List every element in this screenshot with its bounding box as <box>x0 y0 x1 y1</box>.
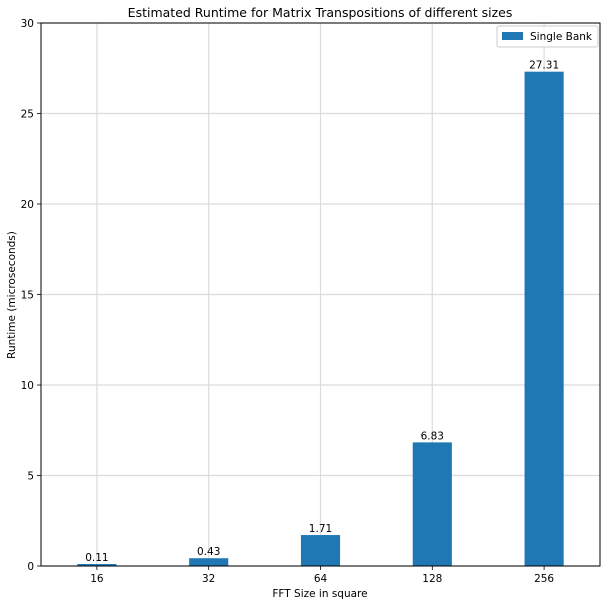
y-tick-label: 25 <box>21 109 34 121</box>
bars <box>77 71 564 567</box>
legend-box <box>496 25 599 48</box>
bar <box>300 535 341 566</box>
y-tick-label: 20 <box>21 199 34 211</box>
axis-ticks: 0 5 10 15 20 25 30 16 32 64 128 256 <box>21 18 555 585</box>
bar-value-label: 6.83 <box>421 430 444 442</box>
bar-value-label: 1.71 <box>309 523 332 535</box>
bar <box>189 558 229 566</box>
y-tick-label: 30 <box>21 18 34 30</box>
y-tick-label: 15 <box>21 290 34 302</box>
bar-value-label: 27.31 <box>529 60 559 72</box>
chart-title: Estimated Runtime for Matrix Transpositi… <box>128 5 513 20</box>
y-tick-label: 5 <box>27 471 34 483</box>
x-tick-label: 16 <box>90 573 104 585</box>
bar <box>524 71 564 567</box>
x-axis-label: FFT Size in square <box>272 588 367 600</box>
data-labels: 0.11 0.43 1.71 6.83 27.31 <box>85 60 559 564</box>
bar <box>77 564 117 566</box>
legend-swatch <box>502 32 523 40</box>
bar-value-label: 0.11 <box>85 552 108 564</box>
y-tick-label: 0 <box>27 561 34 573</box>
bar <box>412 442 452 566</box>
y-tick-label: 10 <box>21 380 34 392</box>
bar-value-label: 0.43 <box>197 546 220 558</box>
grid <box>41 22 600 567</box>
x-tick-label: 256 <box>534 573 554 585</box>
x-tick-label: 64 <box>314 573 328 585</box>
x-tick-label: 32 <box>202 573 215 585</box>
legend-label: Single Bank <box>530 31 593 43</box>
y-axis-label: Runtime (microseconds) <box>6 231 18 359</box>
legend: Single Bank <box>496 25 599 48</box>
x-tick-label: 128 <box>422 573 442 585</box>
